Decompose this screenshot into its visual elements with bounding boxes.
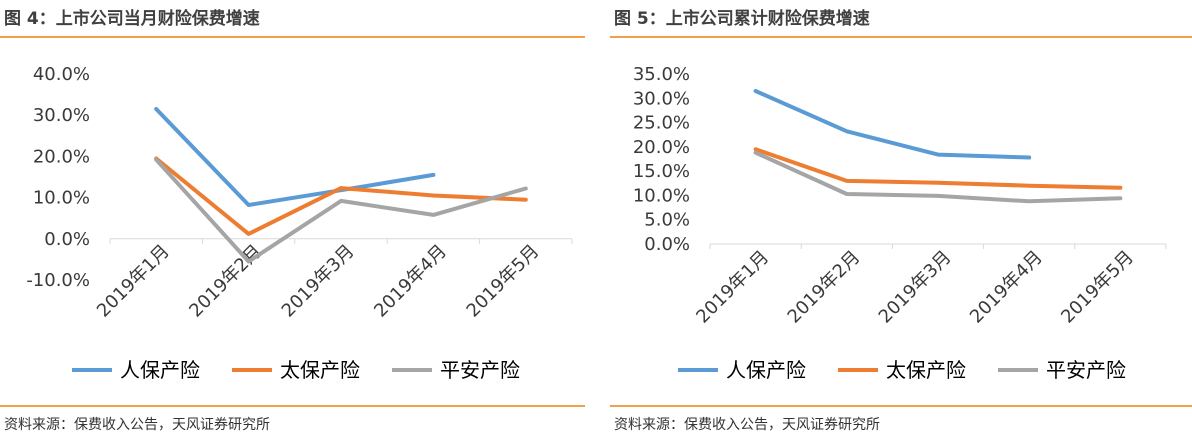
y-tick-label: 20.0% <box>33 146 90 167</box>
chart-panel-left: 图 4：上市公司当月财险保费增速 40.0% 30.0% 20.0% 10.0% 0.0… <box>0 0 585 442</box>
line-chart-cumulative: 35.0%30.0%25.0%20.0%15.0%10.0%5.0%0.0%20… <box>633 64 1167 382</box>
series-line <box>154 107 436 207</box>
legend-label: 太保产险 <box>280 358 360 382</box>
y-tick-label: 0.0% <box>644 234 690 255</box>
chart-panel-right: 图 5：上市公司累计财险保费增速 35.0% 30.0% 25.0% 20.0% 15.… <box>610 0 1192 442</box>
series-line <box>154 157 528 264</box>
legend-label: 平安产险 <box>1046 358 1126 382</box>
x-tick-label: 2019年3月 <box>278 241 359 322</box>
legend-label: 太保产险 <box>886 358 966 382</box>
y-tick-label: 25.0% <box>633 113 690 134</box>
y-tick-label: 15.0% <box>633 161 690 182</box>
x-tick-label: 2019年5月 <box>463 241 544 322</box>
x-tick-label: 2019年2月 <box>185 241 266 322</box>
legend-label: 人保产险 <box>726 358 806 382</box>
y-tick-label: 0.0% <box>44 229 90 250</box>
y-tick-label: -10.0% <box>26 270 90 291</box>
legend-label: 平安产险 <box>440 358 520 382</box>
x-tick-label: 2019年3月 <box>875 247 956 328</box>
y-tick-label: 20.0% <box>633 137 690 158</box>
figure-title: 图 5：上市公司累计财险保费增速 <box>614 9 870 29</box>
series-line <box>753 150 1123 204</box>
source-divider <box>610 405 1192 407</box>
source-divider <box>0 405 585 407</box>
y-tick-label: 10.0% <box>633 185 690 206</box>
x-tick-label: 2019年2月 <box>784 247 865 328</box>
y-tick-label: 35.0% <box>633 64 690 85</box>
title-divider <box>610 36 1192 38</box>
x-tick-label: 2019年1月 <box>93 241 174 322</box>
source-note: 资料来源：保费收入公告，天风证券研究所 <box>4 417 270 433</box>
x-tick-label: 2019年4月 <box>370 241 451 322</box>
line-chart-monthly: 40.0%30.0%20.0%10.0%0.0%-10.0% 2019年1月 201… <box>26 64 573 382</box>
y-tick-label: 30.0% <box>633 88 690 109</box>
y-tick-label: 5.0% <box>644 210 690 231</box>
y-tick-label: 30.0% <box>33 105 90 126</box>
series-line <box>753 89 1032 160</box>
x-tick-label: 2019年4月 <box>966 247 1047 328</box>
figure-title: 图 4：上市公司当月财险保费增速 <box>4 9 260 29</box>
source-note: 资料来源：保费收入公告，天风证券研究所 <box>614 417 880 433</box>
x-tick-label: 2019年1月 <box>692 247 773 328</box>
y-tick-label: 10.0% <box>33 188 90 209</box>
title-divider <box>0 36 585 38</box>
y-tick-label: 40.0% <box>33 64 90 85</box>
legend-label: 人保产险 <box>120 358 200 382</box>
series-line <box>753 147 1123 190</box>
x-tick-label: 2019年5月 <box>1057 247 1138 328</box>
series-line <box>154 156 528 236</box>
